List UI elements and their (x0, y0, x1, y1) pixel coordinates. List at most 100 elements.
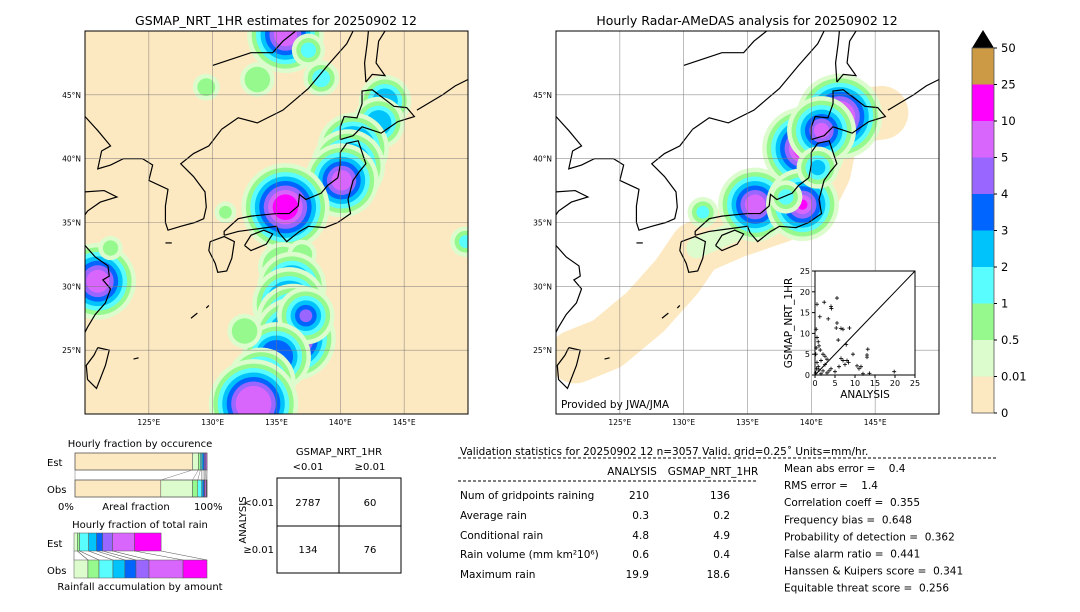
rain-area-2 (231, 318, 258, 344)
rain-area-2 (244, 66, 271, 93)
stats-row-label: Conditional rain (460, 530, 543, 542)
colorbar-label: 4 (1001, 187, 1008, 201)
scatter-point (833, 369, 837, 374)
scatter-point (825, 357, 829, 362)
colorbar-segment (972, 340, 994, 377)
scatter-point (815, 335, 819, 340)
stats-score: Probability of detection = 0.362 (784, 531, 955, 543)
colorbar-segment (972, 121, 994, 158)
occurrence-title: Hourly fraction by occurence (68, 439, 212, 450)
x-tick-label: 20 (890, 379, 900, 388)
coastline (556, 189, 590, 216)
total-rain-connector (102, 550, 137, 561)
colorbar-segment (972, 303, 994, 340)
scatter-point (829, 306, 834, 311)
stats-score: Hanssen & Kuipers score = 0.341 (784, 566, 963, 578)
y-tick-label: 25 (800, 267, 810, 276)
scatter-point (823, 354, 827, 359)
stats-gsmap-value: 136 (710, 490, 730, 502)
occurrence-connector (160, 469, 193, 481)
scatter-point (829, 366, 833, 371)
coastline (679, 235, 707, 273)
coastline (363, 31, 370, 83)
scatter-point (847, 325, 852, 330)
coastline (834, 31, 841, 83)
stats-analysis-value: 0.6 (632, 549, 649, 561)
colorbar-segment (972, 194, 994, 231)
scatter-point (817, 368, 821, 373)
lat-tick-label: 35°N (533, 219, 552, 228)
occurrence-est-segment (198, 452, 201, 471)
lat-tick-label: 45°N (62, 91, 81, 100)
coastline (715, 229, 745, 252)
occurrence-connector (192, 469, 199, 481)
stats-scores: Mean abs error = 0.4 RMS error = 1.4 Corre… (784, 463, 963, 595)
colorbar-label: 25 (1001, 78, 1016, 92)
contingency-col-label: ≥0.01 (355, 462, 386, 473)
scatter-point (865, 347, 870, 352)
scatter-point (822, 300, 827, 305)
occurrence-obs-segment (74, 479, 162, 498)
rain-area-4 (810, 159, 826, 176)
total-rain-connector (134, 550, 184, 561)
stats-col-analysis: ANALYSIS (607, 466, 657, 478)
coastline (694, 140, 838, 243)
x-tick-label: 0 (812, 379, 817, 388)
colorbar-label: 0.01 (1001, 370, 1027, 384)
scatter-point (839, 356, 843, 361)
data-credit: Provided by JWA/JMA (561, 399, 670, 411)
scatter-point (813, 370, 818, 375)
rain-area-2 (102, 240, 119, 256)
lat-tick-label: 25°N (533, 346, 552, 355)
coastline (223, 140, 367, 243)
scatter-point (836, 338, 841, 343)
rain-area-3 (778, 189, 794, 205)
scatter-point (844, 342, 849, 347)
scatter-point (851, 352, 855, 357)
stats-score: False alarm ratio = 0.441 (784, 549, 920, 561)
coastline (85, 189, 119, 216)
coastline (208, 235, 236, 273)
scatter-point (816, 364, 821, 369)
occurrence-xlabel-left: 0% (58, 502, 74, 513)
scatter-point (855, 363, 859, 368)
scatter-inset: 0 5 10 15 20 25 0 5 10 15 20 25 (800, 267, 920, 388)
scatter-point (892, 369, 897, 374)
stats-col-gsmap: GSMAP_NRT_1HR (668, 466, 759, 478)
occurrence-est-frame (74, 452, 208, 471)
occurrence-obs-segment (197, 479, 202, 498)
coastline (85, 245, 112, 333)
scatter-point (817, 343, 821, 348)
total-rain-obs-segment (124, 559, 137, 579)
colorbar-label: 0 (1001, 406, 1008, 420)
contingency-cell: 2787 (295, 498, 320, 509)
stats-analysis-value: 19.9 (626, 569, 649, 581)
total-rain-xlabel: Rainfall accumulation by amount (57, 582, 222, 593)
total-rain-est-segment (96, 532, 103, 552)
total-rain-obs-segment (98, 559, 114, 579)
scatter-point (818, 348, 823, 353)
coastline (683, 31, 768, 67)
rain-area-7 (235, 385, 272, 414)
total-rain-obs-label: Obs (47, 566, 66, 577)
contingency-row-label: <0.01 (243, 498, 274, 509)
scatter-point (821, 352, 825, 357)
occurrence-est-segment (74, 452, 193, 471)
scatter-point (816, 339, 821, 344)
coastline (676, 305, 681, 309)
occurrence-bars (74, 452, 208, 498)
colorbar-segment (972, 267, 994, 304)
scatter-point (813, 352, 818, 357)
total-rain-connector (112, 550, 150, 561)
lon-tick-label: 140°E (329, 418, 352, 427)
occurrence-xlabel-right: 100% (194, 502, 223, 513)
colorbar-segment (972, 48, 994, 85)
lat-tick-label: 45°N (533, 91, 552, 100)
scatter-point (861, 371, 865, 376)
colorbar-label: 1 (1001, 297, 1008, 311)
stats-gsmap-value: 4.9 (713, 530, 730, 542)
contingency-col-title: GSMAP_NRT_1HR (296, 447, 382, 458)
colorbar-extend-arrow (972, 30, 994, 48)
